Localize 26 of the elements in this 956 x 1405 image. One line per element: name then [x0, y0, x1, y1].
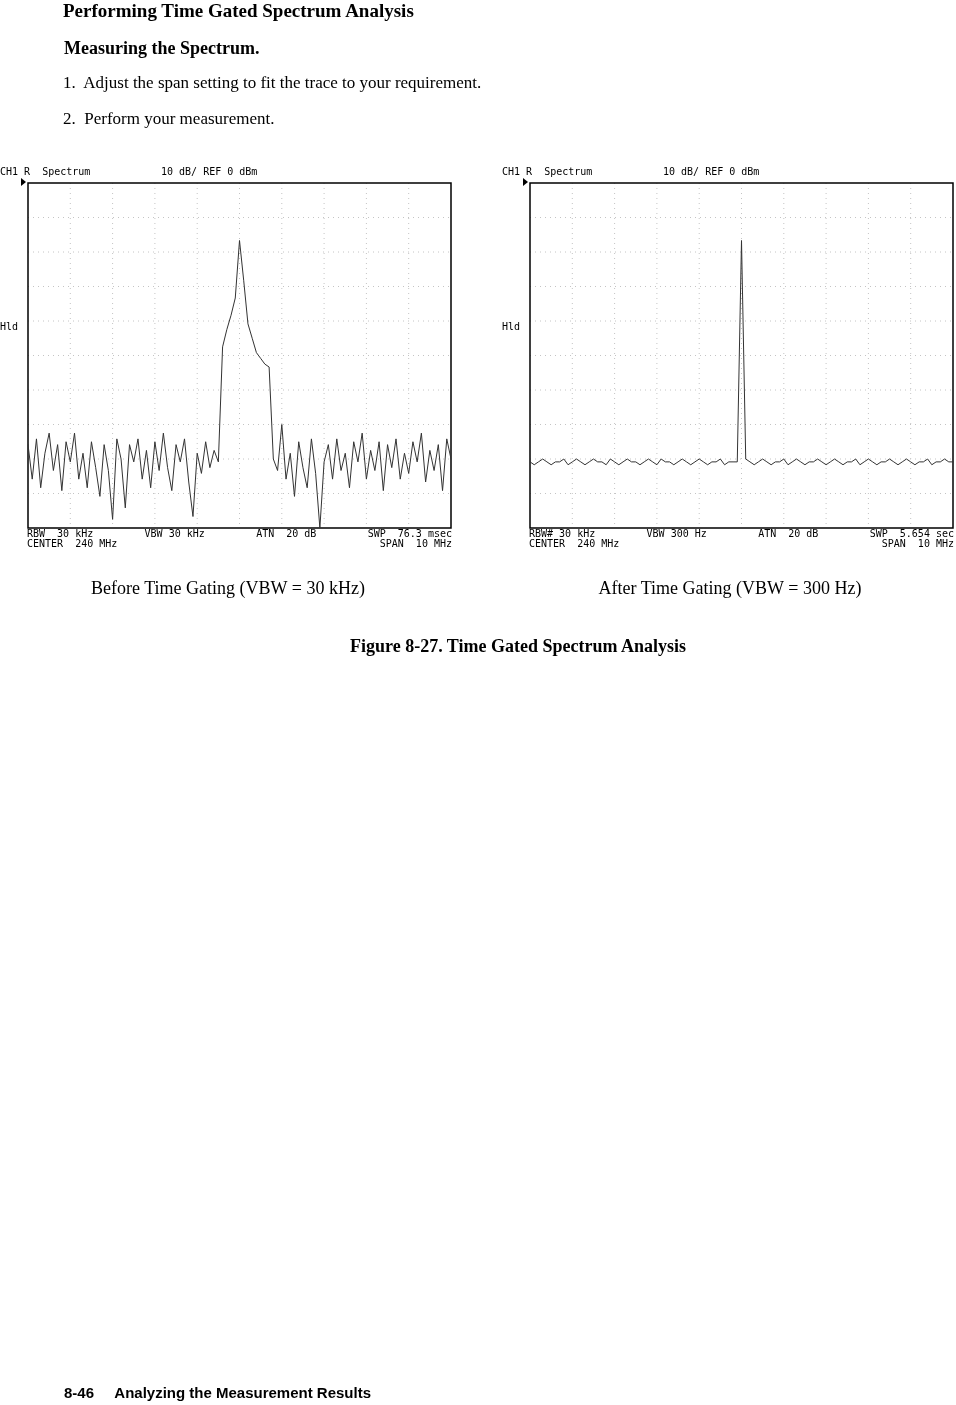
annotation: ATN 20 dB — [256, 528, 317, 539]
annotation: RBW 30 kHz — [27, 528, 94, 539]
text: SPAN 10 MHz — [881, 538, 954, 549]
text: 8-46 Analyzing the Measurement Results — [64, 1384, 372, 1401]
text: 1. Adjust the span setting to fit the trace to your requirement. — [63, 73, 482, 93]
annotation: VBW 300 Hz — [646, 528, 707, 539]
annotation: SWP 5.654 sec — [869, 528, 954, 539]
text: Figure 8-27. Time Gated Spectrum Analysis — [349, 636, 687, 657]
x-axis-title: After Time Gating (VBW = 300 Hz) — [597, 578, 863, 599]
text: 2. Perform your measurement. — [63, 109, 275, 129]
text: CENTER 240 MHz — [27, 538, 118, 549]
annotation: VBW 30 kHz — [144, 528, 205, 539]
text: Hld — [502, 321, 521, 333]
chart-subtitle: 10 dB/ REF 0 dBm — [663, 166, 760, 178]
chart-subtitle: 10 dB/ REF 0 dBm — [161, 166, 258, 178]
text: Hld — [0, 321, 19, 333]
text: Performing Time Gated Spectrum Analysis — [63, 0, 414, 22]
text: SPAN 10 MHz — [379, 538, 452, 549]
text: Measuring the Spectrum. — [64, 38, 260, 59]
chart-title: CH1 R Spectrum — [0, 166, 91, 178]
annotation: SWP 76.3 msec — [367, 528, 452, 539]
text: CENTER 240 MHz — [529, 538, 620, 549]
annotation: RBW# 30 kHz — [529, 528, 596, 539]
x-axis-title: Before Time Gating (VBW = 30 kHz) — [90, 578, 366, 599]
annotation: ATN 20 dB — [758, 528, 819, 539]
chart-title: CH1 R Spectrum — [502, 166, 593, 178]
